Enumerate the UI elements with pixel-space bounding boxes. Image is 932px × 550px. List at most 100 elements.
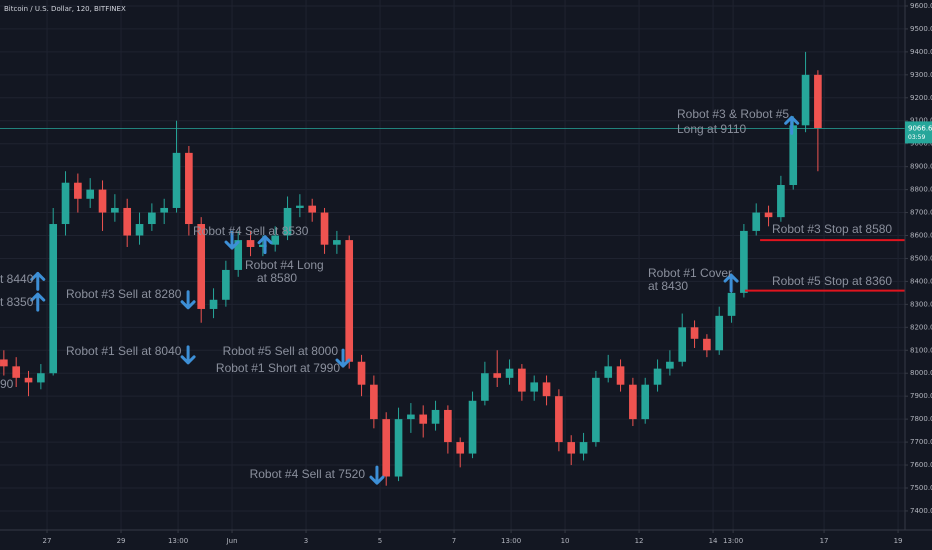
chart-title: Bitcoin / U.S. Dollar, 120, BITFINEX	[4, 5, 126, 13]
y-tick-label: 8100.0	[910, 346, 932, 354]
y-tick-label: 8000.0	[910, 369, 932, 377]
x-tick-label: Jun	[226, 537, 238, 545]
candle-body	[61, 182, 70, 225]
candle-body	[24, 377, 33, 383]
candle-body	[715, 315, 724, 351]
candle-body	[209, 299, 218, 309]
annotation: Robot #4 Long	[245, 258, 324, 272]
candle-body	[333, 240, 341, 245]
candle-body	[271, 235, 280, 245]
candle-body	[678, 327, 687, 362]
y-tick-label: 9300.0	[910, 71, 932, 79]
annotation: Robot #5 Sell at 8000	[223, 344, 339, 358]
x-tick-label: 7	[452, 537, 456, 545]
candle-body	[690, 327, 699, 339]
annotation: 90	[0, 377, 14, 391]
annotation: Robot #3 Sell at 8280	[66, 287, 182, 301]
candle-body	[197, 224, 206, 309]
signal-arrow	[369, 465, 385, 485]
y-tick-label: 8700.0	[910, 209, 932, 217]
candle-body	[493, 373, 502, 378]
candle-body	[752, 212, 761, 231]
candle-body	[308, 205, 317, 213]
y-tick-label: 9000.0	[910, 140, 932, 148]
candle-body	[123, 207, 132, 236]
candle-body	[629, 384, 637, 420]
candle-body	[456, 442, 465, 454]
signal-arrow	[180, 290, 196, 310]
signal-arrow	[335, 348, 351, 368]
candle-body	[320, 212, 329, 245]
candle-body	[764, 212, 773, 218]
signal-arrow	[180, 345, 196, 365]
candle-body	[49, 224, 58, 374]
candle-body	[801, 74, 810, 126]
annotation: Robot #4 Sell at 8530	[193, 224, 309, 238]
annotation: Robot #3 & Robot #5	[677, 107, 789, 121]
y-tick-label: 8200.0	[910, 323, 932, 331]
candle-body	[98, 189, 107, 213]
annotation: Robot #5 Stop at 8360	[772, 274, 892, 288]
candle-body	[518, 368, 526, 392]
countdown: 03:59	[908, 134, 925, 141]
y-tick-label: 7400.0	[910, 507, 932, 515]
y-tick-label: 8900.0	[910, 163, 932, 171]
y-tick-label: 7700.0	[910, 438, 932, 446]
candle-body	[542, 382, 551, 397]
y-tick-label: 9100.0	[910, 117, 932, 125]
annotation: Robot #1 Sell at 8040	[66, 344, 182, 358]
candle-body	[814, 74, 822, 129]
signal-arrow	[30, 292, 46, 312]
signal-arrow	[257, 235, 273, 255]
candle-body	[0, 359, 8, 367]
axes: 7400.0 7500.0 7600.0 7700.0 7800.0 7900.0 8000…	[43, 2, 932, 545]
y-tick-label: 9400.0	[910, 48, 932, 56]
x-tick-label: 10	[561, 537, 570, 545]
candle-body	[444, 409, 452, 443]
x-tick-label: 14	[709, 537, 718, 545]
candle-body	[419, 414, 428, 424]
x-tick-label: 5	[378, 537, 382, 545]
signal-arrow	[30, 271, 46, 291]
candle-body	[592, 377, 600, 443]
x-tick-label: 3	[304, 537, 308, 545]
candle-body	[172, 152, 181, 208]
candle-body	[468, 400, 477, 454]
y-tick-label: 8400.0	[910, 277, 932, 285]
candle-body	[579, 442, 588, 454]
annotation: t 8440	[0, 272, 34, 286]
annotations: t 8440 t 8350 90 Robot #3 Sell at 8280 R…	[0, 107, 892, 481]
candle-body	[370, 384, 378, 420]
last-price-label: 9066.6	[908, 124, 932, 132]
candle-body	[283, 207, 292, 236]
candle-body	[12, 366, 21, 378]
annotation: Robot #3 Stop at 8580	[772, 222, 892, 236]
y-tick-label: 9500.0	[910, 25, 932, 33]
annotation: t 8350	[0, 295, 34, 309]
y-tick-label: 9200.0	[910, 94, 932, 102]
y-tick-label: 7500.0	[910, 484, 932, 492]
annotation: Long at 9110	[677, 122, 747, 136]
candle-body	[567, 442, 576, 454]
y-tick-label: 7900.0	[910, 392, 932, 400]
candle-body	[740, 230, 748, 293]
last-price-badge	[905, 121, 932, 144]
x-tick-label: 13:00	[168, 537, 188, 545]
candle-body	[86, 189, 95, 199]
annotation: at 8580	[257, 271, 297, 285]
candle-body	[382, 419, 391, 477]
y-tick-label: 8600.0	[910, 232, 932, 240]
signal-arrow	[784, 115, 800, 135]
candle-body	[259, 244, 267, 247]
candle-body	[555, 396, 563, 443]
candle-body	[530, 382, 539, 392]
candle-body	[160, 207, 169, 213]
candle-body	[148, 212, 156, 225]
price-axis	[905, 0, 932, 550]
candle-body	[505, 368, 514, 378]
marks	[0, 51, 905, 486]
candle-body	[74, 182, 82, 199]
x-tick-label: 29	[117, 537, 126, 545]
